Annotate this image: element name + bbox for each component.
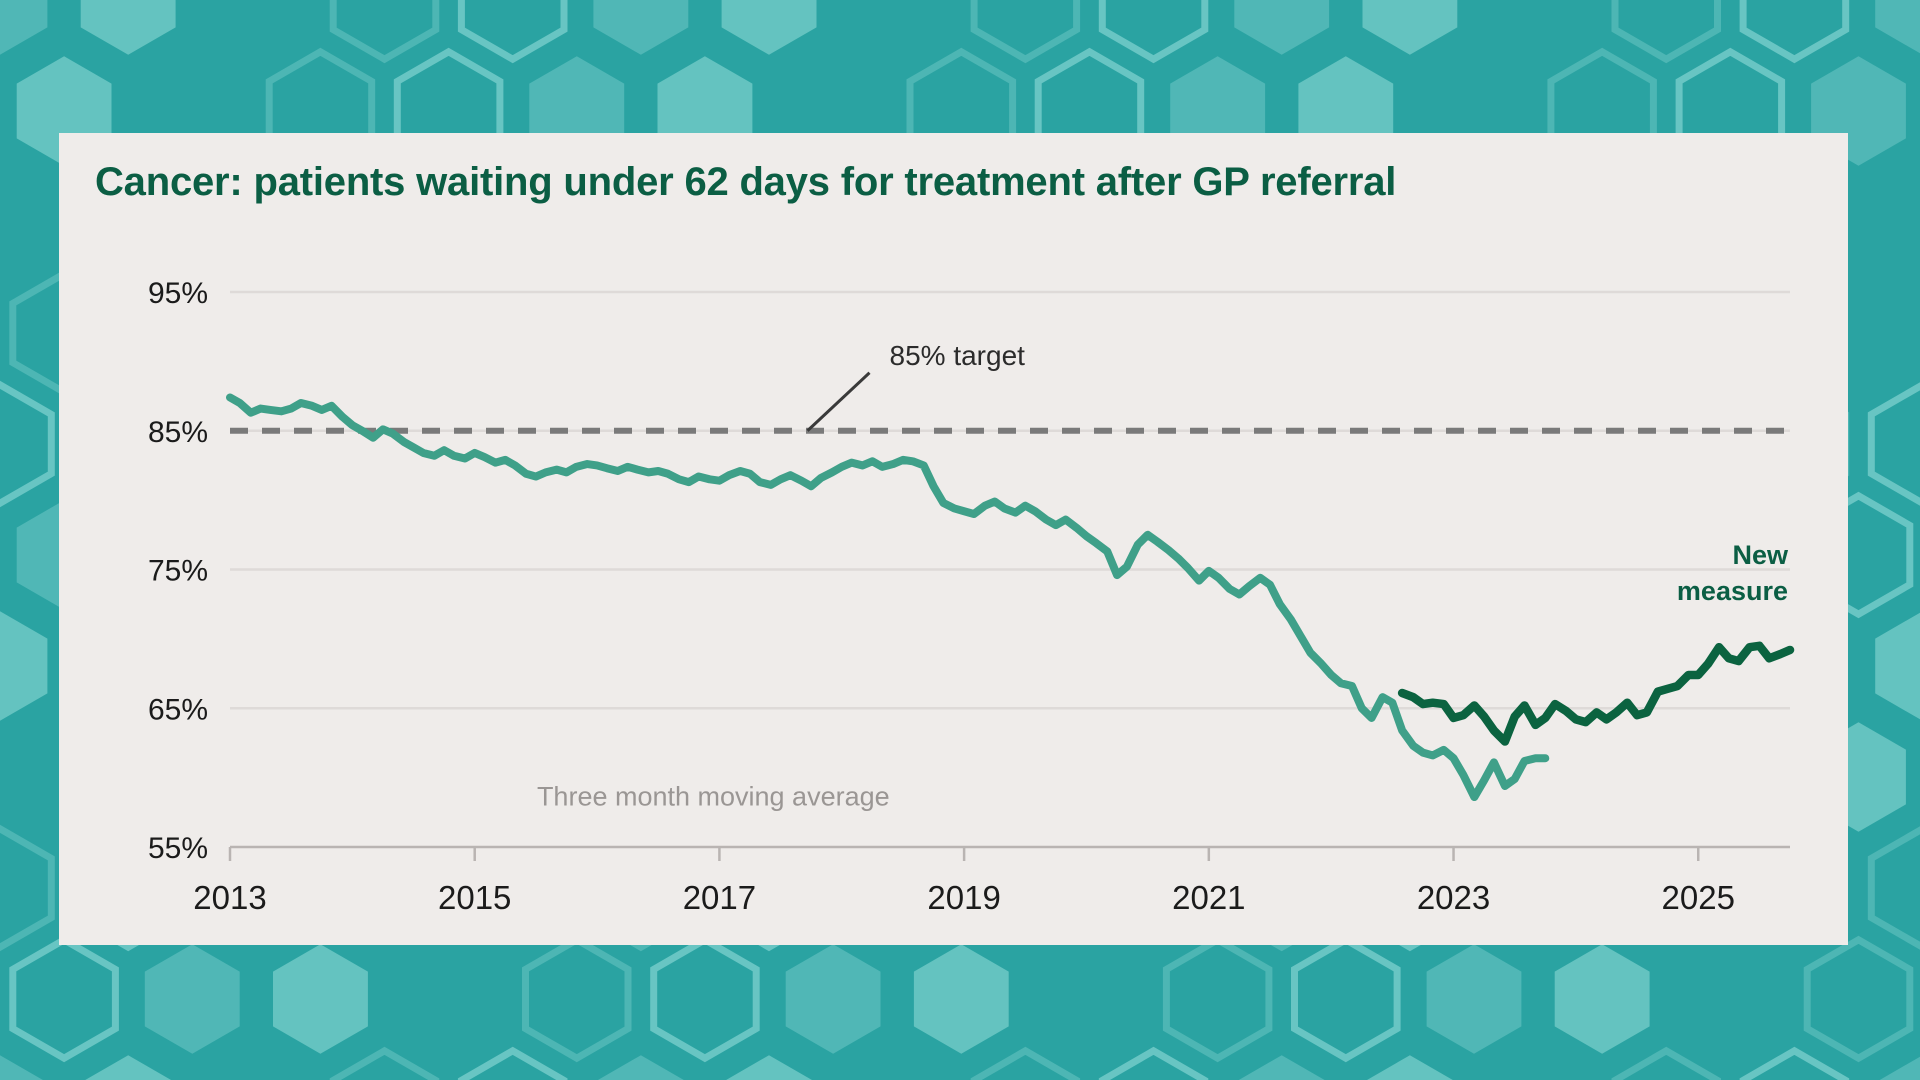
target-annotation-label: 85% target [890,340,1026,371]
new-measure-label-line1: New [1732,540,1789,570]
x-axis-tick-label: 2015 [438,879,511,916]
chart-footnote: Three month moving average [537,781,890,811]
x-axis-tick-label: 2021 [1172,879,1245,916]
line-chart: 95% 85% 75% 65% 55% 2013 2015 2017 2019 2021 2023 2… [148,277,1795,916]
x-axis-tick-label: 2017 [683,879,756,916]
x-axis-tick-label: 2025 [1662,879,1735,916]
x-axis-tick-label: 2019 [927,879,1000,916]
new-measure-label-line2: measure [1677,576,1788,606]
chart-panel: Cancer: patients waiting under 62 days f… [59,133,1848,945]
target-annotation-leader-line [806,371,871,432]
series-line-new-measure [1397,641,1795,746]
series-line-original [226,393,1550,802]
x-axis-tick-label: 2013 [193,879,266,916]
page-title: Cancer: patients waiting under 62 days f… [95,160,1397,204]
x-axis-tick-label: 2023 [1417,879,1490,916]
y-axis-tick-label: 75% [148,555,208,588]
y-axis-tick-label: 55% [148,832,208,865]
y-axis-tick-label: 65% [148,693,208,726]
y-axis-tick-label: 85% [148,416,208,449]
y-axis-tick-label: 95% [148,277,208,310]
